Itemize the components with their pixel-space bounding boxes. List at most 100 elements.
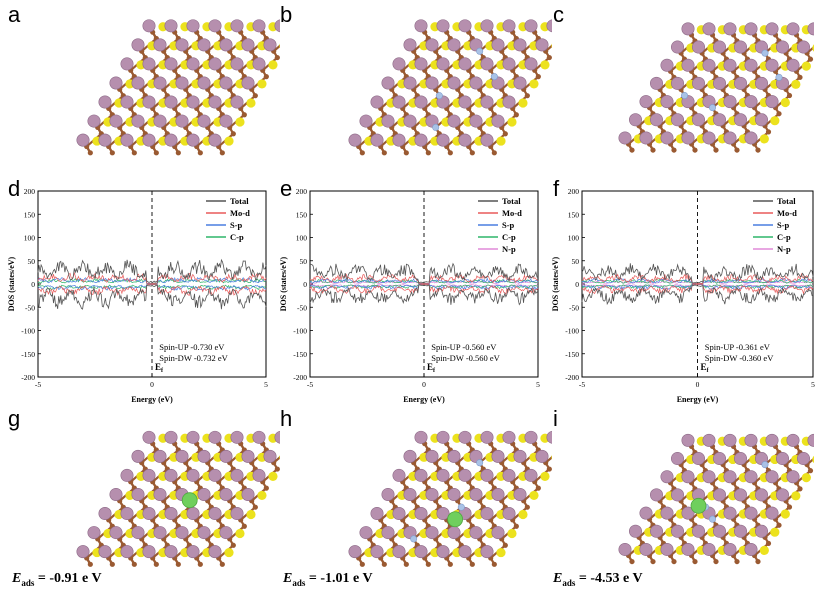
carbon-atom [252,504,258,510]
mo-atom [359,526,373,540]
y-tick-label: -200 [21,373,35,382]
mo-atom [744,95,758,109]
mo-atom [436,430,450,444]
mo-atom [392,507,406,521]
mo-atom [524,19,538,33]
mo-atom [546,430,552,444]
mo-atom [480,133,494,147]
carbon-atom [502,131,508,137]
mo-atom [502,430,516,444]
mo-atom [639,95,653,109]
mo-atom [660,542,674,556]
y-tick-label: 0 [303,280,307,289]
lattice-structure-c [618,22,814,153]
carbon-atom [734,558,740,565]
mo-atom [230,507,244,521]
carbon-atom [241,523,247,529]
carbon-atom [87,561,93,567]
y-tick-label: 100 [24,234,36,243]
nitrogen-atom [709,515,717,523]
mo-atom [458,468,472,482]
dos-series-total-up [581,263,814,284]
mo-atom [381,526,395,540]
mo-atom [502,95,516,109]
mo-atom [744,58,758,72]
mo-atom [681,22,695,36]
x-axis-label: Energy (eV) [131,395,173,404]
mo-atom [660,58,674,72]
mo-atom [502,57,516,71]
mo-atom [392,545,406,559]
s-atom [224,547,234,558]
y-tick-label: 0 [575,280,579,289]
mo-atom [744,22,758,36]
mo-atom [241,38,255,52]
mo-atom [458,57,472,71]
carbon-atom [131,561,137,567]
carbon-atom [425,150,431,156]
carbon-atom [403,150,409,156]
mo-atom [671,40,685,54]
x-tick-label: -5 [35,380,41,389]
mo-atom [98,545,112,559]
carbon-atom [219,150,225,156]
mo-atom [502,468,516,482]
mo-atom [765,506,779,520]
mo-atom [120,468,134,482]
s-atom [540,60,550,70]
mo-atom [392,133,406,147]
mo-atom [734,524,748,538]
panel-label-d: d [8,176,21,201]
mo-atom [513,487,527,501]
carbon-atom [502,542,508,548]
mo-atom [230,468,244,482]
mo-atom [175,114,189,128]
mo-atom [208,545,222,559]
y-axis-label: DOS (states/eV) [7,256,16,311]
mo-atom [713,40,727,54]
mo-atom [692,76,706,90]
carbon-atom [513,112,519,118]
mo-atom [524,57,538,71]
mo-atom [734,40,748,54]
spin-annotation: Spin-DW -0.360 eV [705,353,774,363]
mo-atom [219,114,233,128]
mo-atom [797,452,811,466]
carbon-bond [272,455,280,464]
mo-atom [436,507,450,521]
carbon-atom [546,54,552,61]
spin-annotation: Spin-DW -0.732 eV [159,353,228,363]
carbon-atom [671,558,677,565]
mo-atom [131,526,145,540]
panel-label-f: f [553,176,560,201]
mo-atom [425,38,439,52]
mo-atom [241,449,255,463]
panel-label-b: b [280,2,293,27]
s-atom [812,455,814,464]
mo-atom [153,487,167,501]
s-atom [496,547,506,558]
mo-atom [491,487,505,501]
mo-atom [164,430,178,444]
carbon-atom [252,93,258,99]
carbon-atom [381,150,387,156]
mo-atom [639,506,653,520]
mo-atom [447,449,461,463]
mo-atom [131,114,145,128]
mo-atom [480,430,494,444]
carbon-atom [513,523,519,529]
s-atom [246,509,256,520]
mo-atom [650,524,664,538]
mo-atom [671,524,685,538]
mo-atom [109,114,123,128]
s-atom [496,136,506,146]
s-atom [507,528,517,539]
mo-atom [153,526,167,540]
mo-atom [480,545,494,559]
nitrogen-atom [490,73,498,81]
carbon-atom [359,561,365,567]
x-tick-label: 0 [150,380,154,389]
spin-annotation: Spin-UP -0.361 eV [705,342,771,352]
adsorption-energy-h: Eads = -1.01 e V [283,571,373,588]
